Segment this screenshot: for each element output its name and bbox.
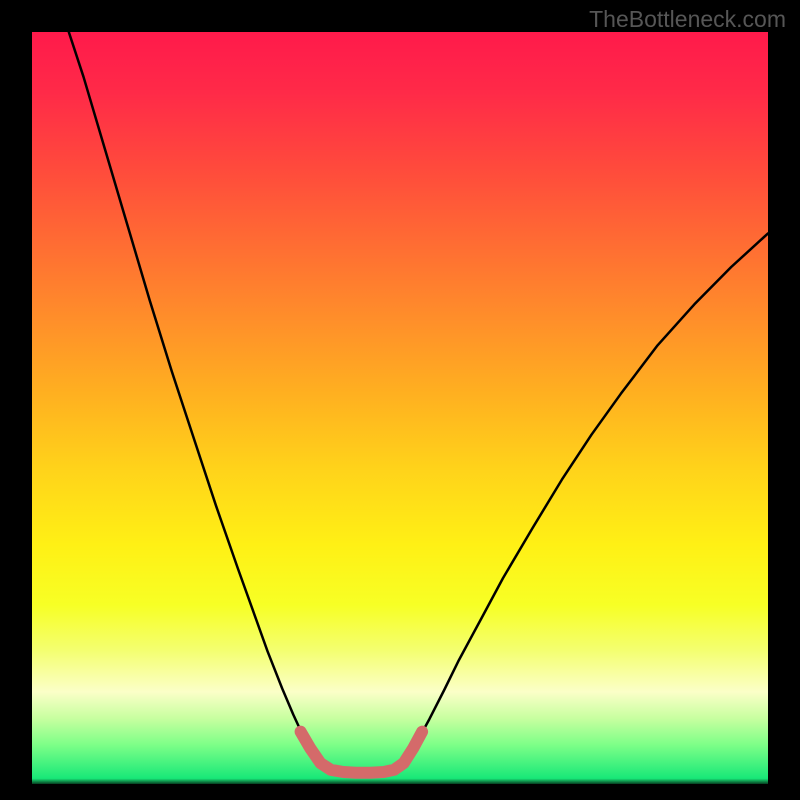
chart-background <box>32 32 768 786</box>
bottleneck-curve-chart <box>0 0 800 800</box>
chart-bottom-border <box>32 784 768 792</box>
watermark-text: TheBottleneck.com <box>589 6 786 33</box>
